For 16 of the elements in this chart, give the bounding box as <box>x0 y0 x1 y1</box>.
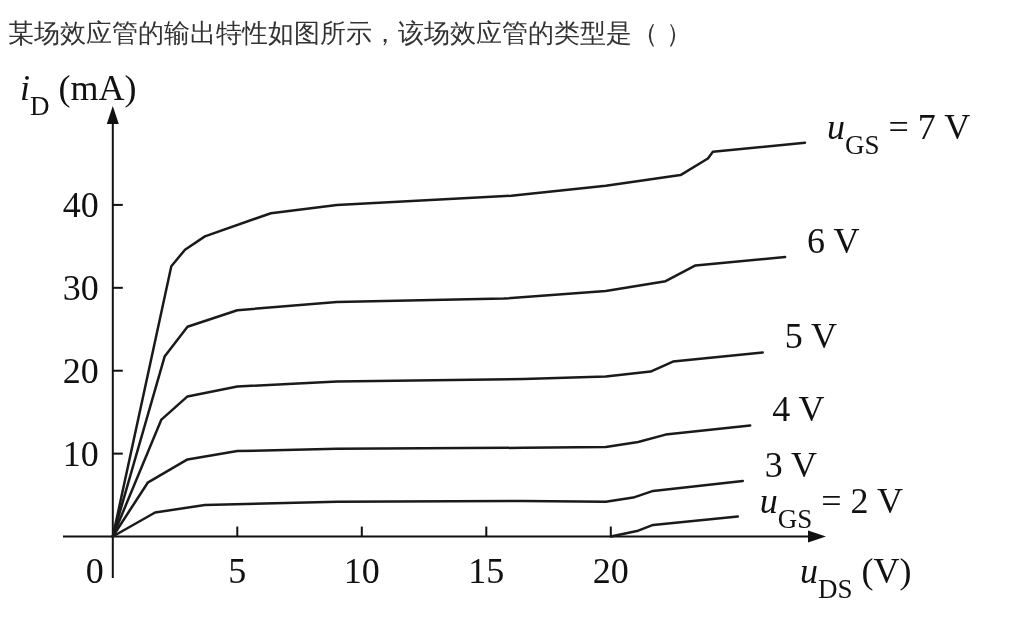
x-tick-label: 0 <box>85 550 104 591</box>
y-tick-label: 30 <box>62 267 99 308</box>
series-label: 6 V <box>807 221 860 262</box>
x-tick-label: 5 <box>228 550 247 591</box>
y-tick-label: 40 <box>62 184 99 225</box>
chart-title: 某场效应管的输出特性如图所示，该场效应管的类型是（ ） <box>8 18 693 48</box>
x-tick-label: 15 <box>468 550 505 591</box>
series-label: u$_{GS}$ = 7 V <box>827 106 971 160</box>
x-tick-label: 20 <box>592 550 629 591</box>
y-tick-label: 10 <box>62 433 99 474</box>
x-tick-label: 10 <box>343 550 380 591</box>
y-axis-title: i$_{D}$ (mA) <box>20 68 137 121</box>
series-label: 5 V <box>784 316 838 357</box>
series-label: 4 V <box>772 389 825 430</box>
y-tick-label: 20 <box>62 350 99 391</box>
x-axis-title: u$_{DS}$ (V) <box>800 550 912 604</box>
